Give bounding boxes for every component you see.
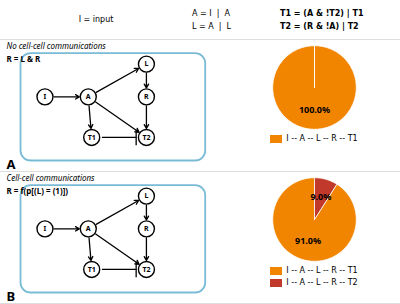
svg-text:R: R — [144, 92, 149, 101]
html-text:A = I | A: A = I | A — [192, 8, 230, 18]
svg-text:R = f(p[(L) = (1)]): R = f(p[(L) = (1)]) — [7, 185, 69, 196]
html-text:I -- A -- L -- R -- T2: I -- A -- L -- R -- T2 — [286, 278, 358, 287]
svg-text:I: I — [44, 224, 47, 233]
html-text:I -- A -- L -- R -- T1: I -- A -- L -- R -- T1 — [286, 134, 358, 143]
html-text:L = A | L: L = A | L — [192, 21, 231, 31]
svg-text:I: I — [44, 92, 47, 101]
svg-text:100.0%: 100.0% — [299, 103, 330, 116]
html-text:I = input: I = input — [78, 15, 114, 24]
svg-text:Cell-cell communications: Cell-cell communications — [7, 172, 96, 183]
svg-text:9.0%: 9.0% — [310, 190, 331, 203]
svg-text:B: B — [7, 287, 16, 304]
svg-text:T2: T2 — [142, 265, 150, 274]
svg-text:R: R — [144, 224, 149, 233]
svg-text:A: A — [86, 224, 91, 233]
svg-text:A: A — [7, 155, 16, 172]
html-text:T2 = (R & !A) | T2: T2 = (R & !A) | T2 — [280, 21, 359, 31]
svg-text:R = L & R: R = L & R — [7, 53, 42, 64]
svg-text:91.0%: 91.0% — [295, 234, 321, 247]
svg-text:T2: T2 — [142, 133, 150, 142]
svg-text:T1: T1 — [88, 265, 96, 274]
svg-text:No cell-cell communications: No cell-cell communications — [7, 40, 107, 51]
svg-text:L: L — [144, 191, 148, 200]
html-text:T1 = (A & !T2) | T1: T1 = (A & !T2) | T1 — [280, 8, 364, 18]
html-text:I -- A -- L -- R -- T1: I -- A -- L -- R -- T1 — [286, 266, 358, 275]
svg-text:A: A — [86, 92, 91, 101]
svg-text:T1: T1 — [88, 133, 96, 142]
svg-text:L: L — [144, 59, 148, 68]
